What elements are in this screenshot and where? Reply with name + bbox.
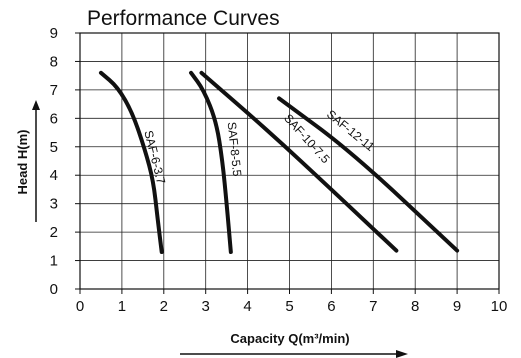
y-axis-arrow [32, 100, 40, 222]
y-axis-ticks: 0 1 2 3 4 5 6 7 8 9 [50, 25, 80, 298]
x-tick-label: 3 [202, 298, 210, 315]
y-axis-label: Head H(m) [15, 129, 30, 194]
x-tick-label: 1 [118, 298, 126, 315]
y-tick-label: 8 [50, 53, 58, 70]
curve-saf-10-7.5 [199, 70, 399, 253]
curves [98, 70, 460, 255]
x-tick-label: 8 [411, 298, 419, 315]
x-tick-label: 6 [327, 298, 335, 315]
x-tick-label: 5 [285, 298, 293, 315]
y-tick-label: 0 [50, 281, 58, 298]
x-tick-label: 9 [453, 298, 461, 315]
y-tick-label: 4 [50, 167, 58, 184]
curve-saf-12-11 [277, 96, 460, 253]
y-tick-label: 2 [50, 224, 58, 241]
curve-saf-8-5.5 [189, 70, 233, 255]
x-axis-arrow [180, 350, 408, 358]
y-tick-label: 7 [50, 82, 58, 99]
curve-saf-6-3.7 [98, 70, 164, 255]
x-tick-label: 7 [369, 298, 377, 315]
y-tick-label: 9 [50, 25, 58, 42]
x-tick-label: 4 [243, 298, 251, 315]
grid [79, 32, 500, 290]
x-tick-label: 0 [76, 298, 84, 315]
y-tick-label: 1 [50, 253, 58, 270]
x-tick-label: 2 [160, 298, 168, 315]
x-axis-ticks: 0 1 2 3 4 5 6 7 8 9 10 [76, 289, 508, 315]
curve-label: SAF-8-5.5 [225, 121, 245, 177]
x-axis-label: Capacity Q(m³/min) [230, 331, 349, 346]
chart-title: Performance Curves [87, 7, 280, 30]
y-tick-label: 6 [50, 110, 58, 127]
y-tick-label: 5 [50, 139, 58, 156]
y-tick-label: 3 [50, 196, 58, 213]
x-tick-label: 10 [491, 298, 508, 315]
